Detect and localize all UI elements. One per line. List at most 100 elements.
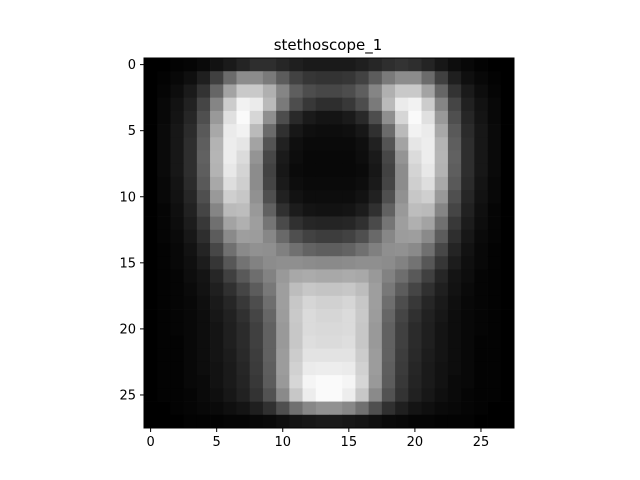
heatmap-cell: [382, 203, 396, 217]
heatmap-cell: [316, 190, 330, 204]
heatmap-cell: [501, 269, 515, 283]
heatmap-cell: [144, 111, 158, 125]
heatmap-cell: [435, 164, 449, 178]
heatmap-cell: [422, 402, 436, 416]
heatmap-cell: [408, 349, 422, 363]
heatmap-cell: [184, 71, 198, 85]
heatmap-cell: [488, 230, 502, 244]
heatmap-cell: [223, 151, 237, 165]
heatmap-cell: [170, 58, 184, 72]
heatmap-cell: [303, 269, 317, 283]
heatmap-cell: [461, 71, 475, 85]
heatmap-cell: [448, 322, 462, 336]
heatmap-cell: [355, 98, 369, 112]
heatmap-cell: [329, 71, 343, 85]
heatmap-cell: [157, 309, 171, 323]
heatmap-cell: [342, 58, 356, 72]
heatmap-cell: [501, 336, 515, 350]
heatmap-cell: [303, 375, 317, 389]
heatmap-cell: [342, 137, 356, 151]
heatmap-cell: [448, 203, 462, 217]
heatmap-cell: [276, 256, 290, 270]
heatmap-cell: [237, 58, 251, 72]
heatmap-cell: [263, 362, 277, 376]
heatmap-cell: [197, 84, 211, 98]
heatmap-cell: [448, 177, 462, 191]
heatmap-cell: [250, 203, 264, 217]
heatmap-cell: [184, 230, 198, 244]
heatmap-cell: [170, 164, 184, 178]
y-tick-label: 25: [119, 388, 136, 403]
heatmap-cell: [382, 283, 396, 297]
heatmap-cell: [250, 309, 264, 323]
heatmap-cell: [474, 137, 488, 151]
heatmap-cell: [170, 336, 184, 350]
heatmap-cell: [369, 375, 383, 389]
heatmap-cell: [342, 336, 356, 350]
heatmap-cell: [395, 58, 409, 72]
heatmap-cell: [289, 296, 303, 310]
heatmap-cell: [448, 190, 462, 204]
heatmap-cell: [474, 375, 488, 389]
heatmap-cell: [501, 84, 515, 98]
heatmap-cell: [342, 269, 356, 283]
heatmap-cell: [461, 256, 475, 270]
heatmap-cell: [448, 402, 462, 416]
heatmap-cell: [422, 322, 436, 336]
heatmap-cell: [422, 243, 436, 257]
heatmap-cell: [170, 415, 184, 429]
heatmap-cell: [488, 349, 502, 363]
heatmap-cell: [329, 256, 343, 270]
heatmap-cell: [474, 230, 488, 244]
heatmap-cell: [289, 111, 303, 125]
heatmap-cell: [461, 375, 475, 389]
heatmap-cell: [461, 362, 475, 376]
heatmap-cell: [488, 137, 502, 151]
heatmap-cell: [157, 402, 171, 416]
heatmap-cell: [435, 402, 449, 416]
heatmap-cell: [263, 269, 277, 283]
heatmap-cell: [382, 309, 396, 323]
heatmap-cell: [289, 322, 303, 336]
heatmap-cell: [501, 415, 515, 429]
heatmap-cell: [237, 164, 251, 178]
heatmap-cell: [488, 296, 502, 310]
heatmap-cell: [395, 309, 409, 323]
heatmap-cell: [474, 124, 488, 138]
heatmap-cell: [382, 375, 396, 389]
heatmap-cell: [329, 243, 343, 257]
heatmap-cell: [355, 309, 369, 323]
heatmap-cell: [170, 177, 184, 191]
heatmap-cell: [501, 111, 515, 125]
heatmap-cell: [223, 190, 237, 204]
heatmap-cell: [501, 322, 515, 336]
heatmap-cell: [342, 217, 356, 231]
heatmap-cell: [422, 111, 436, 125]
heatmap-cell: [342, 177, 356, 191]
heatmap-cell: [210, 269, 224, 283]
heatmap-cell: [237, 283, 251, 297]
heatmap-cell: [369, 336, 383, 350]
heatmap-cell: [157, 415, 171, 429]
heatmap-cell: [197, 230, 211, 244]
heatmap-cell: [250, 349, 264, 363]
heatmap-cell: [369, 111, 383, 125]
heatmap-cell: [223, 230, 237, 244]
heatmap-cell: [435, 415, 449, 429]
heatmap-cell: [144, 71, 158, 85]
heatmap-cell: [435, 203, 449, 217]
heatmap-cell: [237, 362, 251, 376]
heatmap-cell: [263, 71, 277, 85]
heatmap-cell: [408, 164, 422, 178]
heatmap-cell: [210, 243, 224, 257]
heatmap-cell: [435, 309, 449, 323]
heatmap-cell: [369, 309, 383, 323]
heatmap-cell: [157, 111, 171, 125]
heatmap-cell: [474, 164, 488, 178]
heatmap-cell: [157, 98, 171, 112]
heatmap-cell: [395, 98, 409, 112]
heatmap-cell: [223, 336, 237, 350]
heatmap-cell: [461, 203, 475, 217]
heatmap-cell: [474, 296, 488, 310]
heatmap-cell: [435, 124, 449, 138]
